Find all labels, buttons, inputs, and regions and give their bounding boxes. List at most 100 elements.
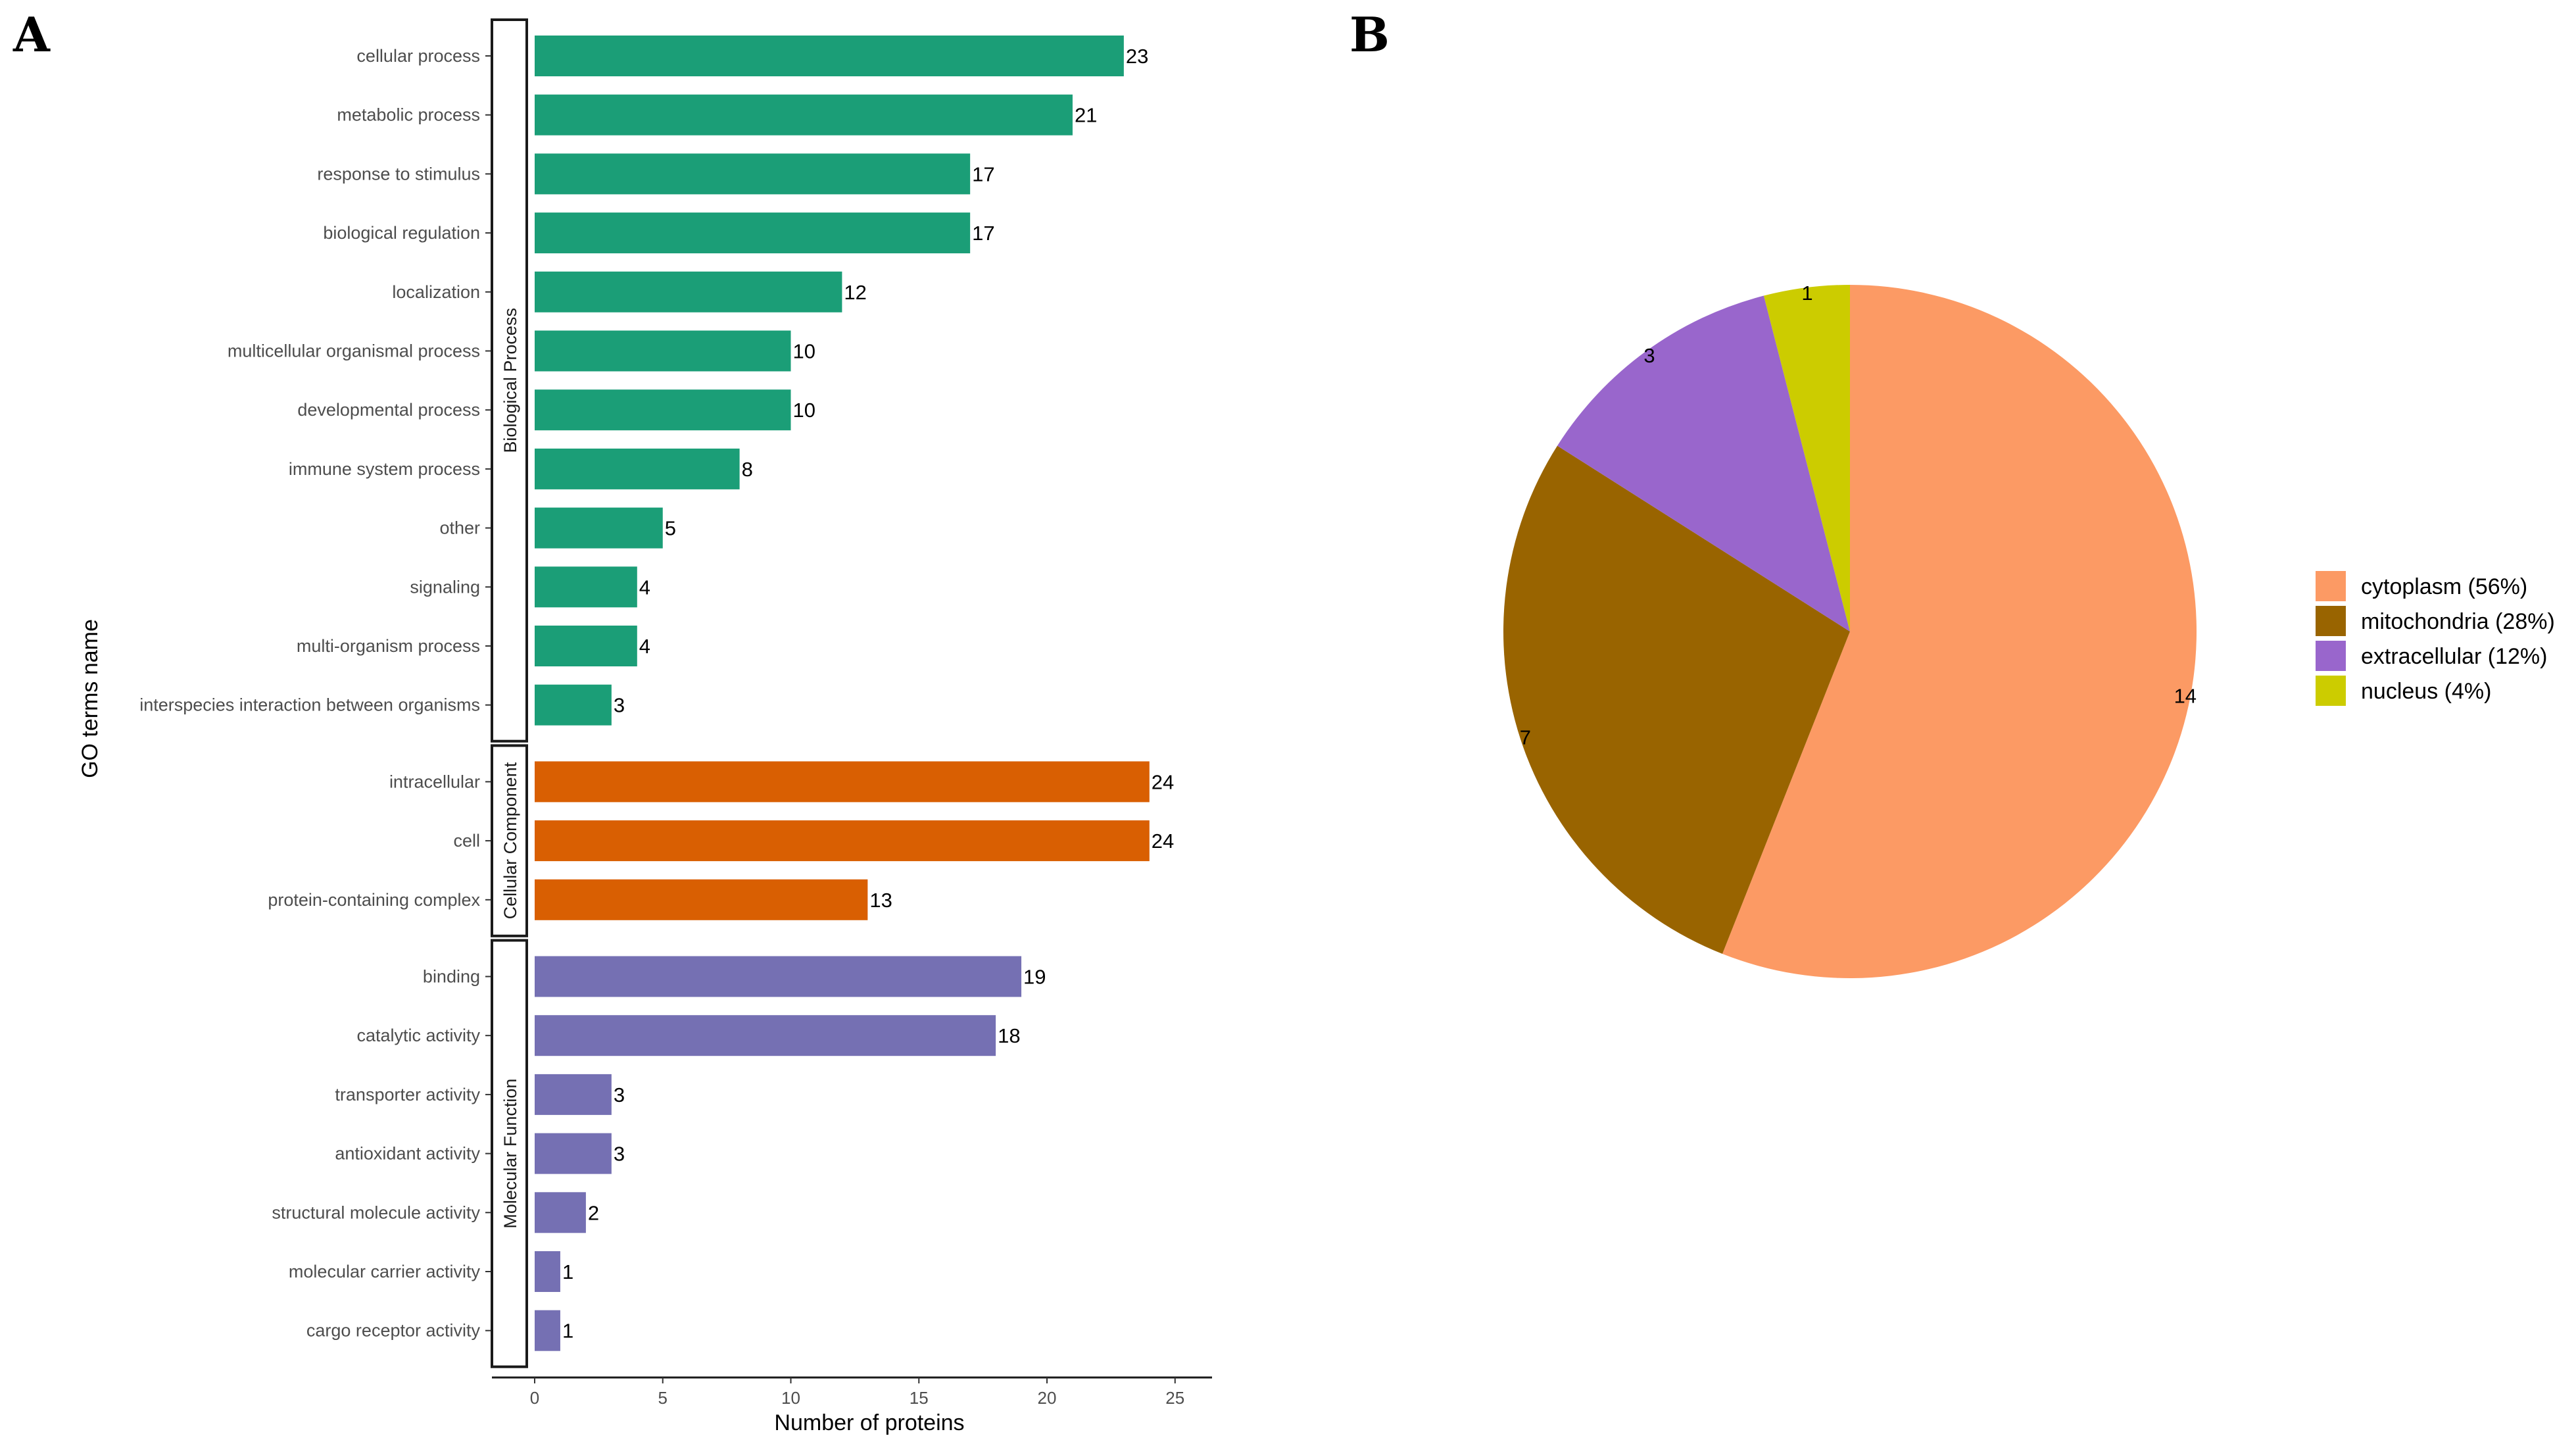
facet-label-biological-process: Biological Process xyxy=(500,308,520,453)
legend-label-extracellular: extracellular (12%) xyxy=(2361,644,2547,669)
facet-strip-cellular-component xyxy=(491,744,528,937)
pie-slice-extracellular xyxy=(1557,295,1850,632)
legend-label-nucleus: nucleus (4%) xyxy=(2361,679,2491,704)
value-label-multicellular-organismal-process: 10 xyxy=(793,340,815,363)
value-label-localization: 12 xyxy=(844,281,866,304)
panel-letter-b: B xyxy=(1349,7,1390,62)
category-label-localization: localization xyxy=(392,282,480,302)
bar-cargo-receptor-activity xyxy=(535,1310,560,1351)
bar-interspecies-interaction-between-organisms xyxy=(535,684,612,726)
value-label-developmental-process: 10 xyxy=(793,399,815,422)
bar-cell xyxy=(535,820,1150,862)
category-label-other: other xyxy=(439,518,480,538)
value-label-transporter-activity: 3 xyxy=(614,1083,625,1106)
pie-slice-cytoplasm xyxy=(1722,285,2197,979)
bar-biological-regulation xyxy=(535,212,971,254)
pie-value-label-cytoplasm: 14 xyxy=(2174,684,2197,707)
pie-legend: cytoplasm (56%) mitochondria (28%) extrace… xyxy=(2316,571,2555,706)
category-label-interspecies-interaction-between-organisms: interspecies interaction between organis… xyxy=(139,695,480,715)
value-label-structural-molecule-activity: 2 xyxy=(588,1201,599,1224)
bar-signaling xyxy=(535,566,637,608)
value-label-molecular-carrier-activity: 1 xyxy=(562,1260,573,1283)
value-label-cell: 24 xyxy=(1152,830,1174,853)
category-label-immune-system-process: immune system process xyxy=(289,459,480,479)
pie-value-label-mitochondria: 7 xyxy=(1520,726,1531,749)
pie-value-label-extracellular: 3 xyxy=(1643,344,1655,367)
value-label-binding: 19 xyxy=(1023,966,1046,989)
category-label-cell: cell xyxy=(453,831,480,851)
category-label-binding: binding xyxy=(423,967,480,987)
bar-developmental-process xyxy=(535,389,791,431)
value-label-catalytic-activity: 18 xyxy=(998,1024,1020,1047)
bar-antioxidant-activity xyxy=(535,1133,612,1174)
category-label-response-to-stimulus: response to stimulus xyxy=(317,164,480,184)
category-label-catalytic-activity: catalytic activity xyxy=(356,1026,480,1045)
bar-transporter-activity xyxy=(535,1074,612,1115)
category-label-cargo-receptor-activity: cargo receptor activity xyxy=(306,1321,481,1341)
pie-value-label-nucleus: 1 xyxy=(1801,282,1812,305)
legend-label-mitochondria: mitochondria (28%) xyxy=(2361,609,2555,634)
category-label-intracellular: intracellular xyxy=(389,772,480,791)
category-label-multi-organism-process: multi-organism process xyxy=(297,636,480,656)
value-label-immune-system-process: 8 xyxy=(742,458,753,481)
pie-slice-nucleus xyxy=(1763,285,1850,632)
value-label-multi-organism-process: 4 xyxy=(639,635,650,658)
value-label-interspecies-interaction-between-organisms: 3 xyxy=(614,694,625,717)
panel-letter-a: A xyxy=(12,7,51,62)
category-label-molecular-carrier-activity: molecular carrier activity xyxy=(289,1262,481,1281)
bar-response-to-stimulus xyxy=(535,153,971,195)
legend-swatch-extracellular xyxy=(2316,641,2346,671)
value-label-intracellular: 24 xyxy=(1152,770,1174,793)
facet-strip-biological-process xyxy=(491,18,528,743)
legend-swatch-nucleus xyxy=(2316,676,2346,706)
bar-metabolic-process xyxy=(535,94,1073,136)
bar-immune-system-process xyxy=(535,448,740,489)
bar-intracellular xyxy=(535,761,1150,803)
bar-protein-containing-complex xyxy=(535,879,868,920)
category-label-metabolic-process: metabolic process xyxy=(337,105,480,125)
bar-localization xyxy=(535,271,842,312)
bar-molecular-carrier-activity xyxy=(535,1251,560,1292)
facet-strip-molecular-function xyxy=(491,939,528,1368)
category-label-protein-containing-complex: protein-containing complex xyxy=(268,890,480,910)
bar-cellular-process xyxy=(535,36,1124,76)
xtick-label-15: 15 xyxy=(910,1388,929,1408)
category-label-multicellular-organismal-process: multicellular organismal process xyxy=(228,341,480,361)
category-label-signaling: signaling xyxy=(410,577,480,597)
xtick-label-10: 10 xyxy=(781,1388,800,1408)
value-label-cellular-process: 23 xyxy=(1126,45,1148,68)
bar-catalytic-activity xyxy=(535,1015,996,1056)
value-label-cargo-receptor-activity: 1 xyxy=(562,1320,573,1343)
facet-label-cellular-component: Cellular Component xyxy=(500,762,520,919)
pie-slice-mitochondria xyxy=(1503,445,1850,954)
x-axis-title: Number of proteins xyxy=(774,1410,964,1435)
value-label-antioxidant-activity: 3 xyxy=(614,1143,625,1166)
bar-multi-organism-process xyxy=(535,626,637,666)
legend-label-cytoplasm: cytoplasm (56%) xyxy=(2361,574,2527,599)
xtick-label-25: 25 xyxy=(1165,1388,1184,1408)
value-label-protein-containing-complex: 13 xyxy=(869,889,892,912)
xtick-label-0: 0 xyxy=(530,1388,539,1408)
bar-other xyxy=(535,507,663,549)
category-label-biological-regulation: biological regulation xyxy=(323,223,480,243)
value-label-other: 5 xyxy=(665,517,676,540)
subcellular-pie-chart: 14 7 3 1 xyxy=(1503,282,2197,979)
value-label-metabolic-process: 21 xyxy=(1075,104,1097,127)
value-label-biological-regulation: 17 xyxy=(972,222,994,245)
bar-structural-molecule-activity xyxy=(535,1192,586,1233)
category-label-antioxidant-activity: antioxidant activity xyxy=(335,1144,480,1164)
category-label-cellular-process: cellular process xyxy=(356,46,480,66)
legend-swatch-mitochondria xyxy=(2316,606,2346,636)
bar-multicellular-organismal-process xyxy=(535,330,791,372)
category-label-transporter-activity: transporter activity xyxy=(335,1085,480,1104)
category-label-developmental-process: developmental process xyxy=(297,400,480,420)
legend-swatch-cytoplasm xyxy=(2316,571,2346,601)
xtick-label-20: 20 xyxy=(1038,1388,1057,1408)
bar-binding xyxy=(535,956,1022,997)
category-label-structural-molecule-activity: structural molecule activity xyxy=(272,1202,480,1222)
value-label-signaling: 4 xyxy=(639,576,650,599)
facet-label-molecular-function: Molecular Function xyxy=(500,1079,520,1229)
value-label-response-to-stimulus: 17 xyxy=(972,162,994,186)
